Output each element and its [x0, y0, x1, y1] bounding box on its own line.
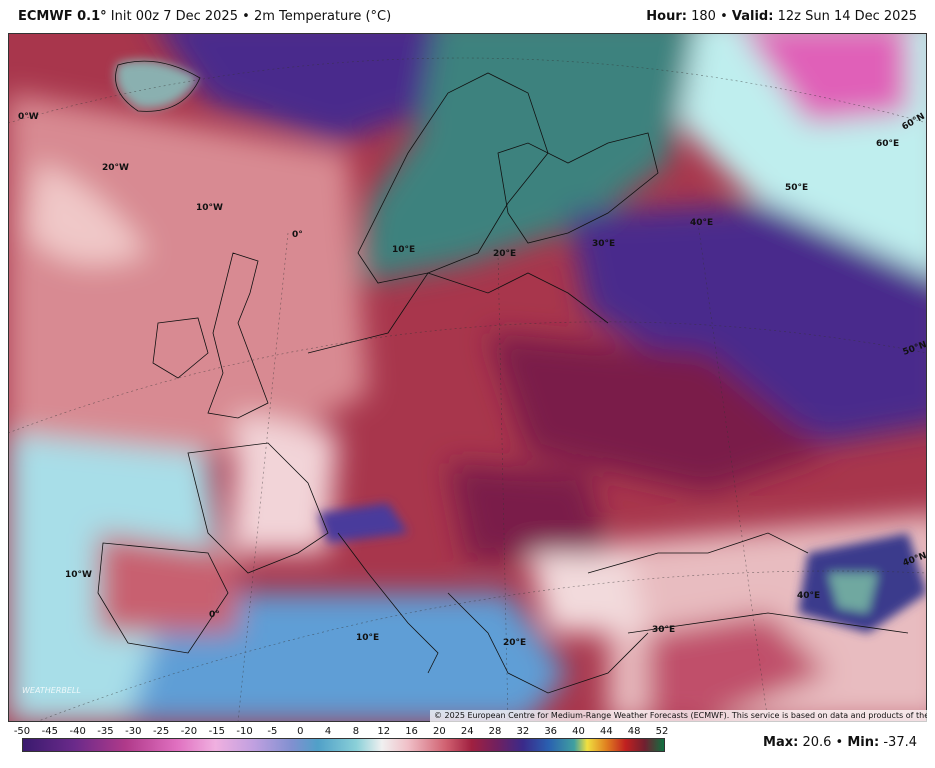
colorbar-tick-label: -20 [180, 726, 198, 737]
colorbar-tick-label: 40 [572, 726, 585, 737]
grid-label: 60°E [876, 139, 899, 149]
colorbar-tick-label: 48 [627, 726, 641, 737]
valid: 12z Sun 14 Dec 2025 [777, 9, 917, 24]
colorbar-tick-label: 12 [377, 726, 391, 737]
max: 20.6 [802, 735, 832, 750]
grid-label: 0°W [18, 112, 39, 122]
logo: WEATHERBELL [22, 686, 81, 695]
colorbar-tick-label: -50 [13, 726, 31, 737]
colorbar-tick-label: 28 [488, 726, 502, 737]
colorbar-ticks: -50 -45 -40 -35 -30 -25 -20 -15 -10 -5 0 4 8 12 16 20 24… [14, 726, 669, 738]
copyright: © 2025 European Centre for Medium-Range … [430, 710, 927, 722]
max-label: Max: [763, 735, 799, 750]
colorbar-tick-label: 16 [405, 726, 418, 737]
min: -37.4 [883, 735, 917, 750]
colorbar-tick-label: -25 [152, 726, 170, 737]
colorbar-tick-label: 8 [352, 726, 360, 737]
colorbar-tick-label: 44 [599, 726, 613, 737]
colorbar-tick-label: -45 [41, 726, 58, 737]
grid-label: 30°E [652, 625, 675, 635]
header-right: Hour: 180 • Valid: 12z Sun 14 Dec 2025 [646, 9, 917, 24]
colorbar-tick-label: 20 [433, 726, 446, 737]
init: Init 00z 7 Dec 2025 [110, 9, 238, 24]
colorbar-tick-label: 4 [324, 726, 332, 737]
colorbar [22, 738, 665, 752]
colorbar-tick-label: -40 [69, 726, 86, 737]
temperature-field: 0°W20°W10°W0°10°E 20°E30°E40°E50°E60°E60°… [8, 33, 927, 722]
min-label: Min: [847, 735, 880, 750]
colorbar-tick-label: -5 [267, 726, 278, 737]
separator: • [720, 9, 728, 24]
grid-label: 40°E [797, 591, 820, 601]
separator: • [242, 9, 250, 24]
grid-label: 10°E [356, 633, 379, 643]
product: 2m Temperature (°C) [253, 9, 392, 24]
max-min: Max: 20.6 • Min: -37.4 [763, 735, 917, 750]
separator: • [835, 735, 844, 750]
colorbar-tick-label: 0 [297, 726, 304, 737]
grid-label: 50°E [785, 183, 808, 193]
colorbar-tick-label: 52 [655, 726, 669, 737]
colorbar-tick-label: -30 [125, 726, 142, 737]
model-unit: ° [100, 9, 107, 24]
grid-label: 30°E [592, 239, 615, 249]
grid-label: 0° [209, 610, 220, 620]
hour-label: Hour: [646, 9, 687, 24]
colorbar-tick-label: 24 [460, 726, 474, 737]
model: ECMWF 0.1 [18, 9, 101, 24]
graticule [8, 57, 927, 722]
colorbar-tick-label: 36 [544, 726, 558, 737]
grid-label: 0° [292, 230, 303, 240]
colorbar-tick-label: -10 [236, 726, 253, 737]
colorbar-tick-label: -15 [208, 726, 225, 737]
map: 0°W20°W10°W0°10°E 20°E30°E40°E50°E60°E60°… [8, 33, 927, 722]
grid-label: 20°W [102, 163, 129, 173]
grid-label: 10°E [392, 245, 415, 255]
valid-label: Valid: [731, 9, 774, 24]
header-left: ECMWF 0.1° Init 00z 7 Dec 2025 • 2m Temp… [18, 9, 391, 24]
grid-label: 40°E [690, 218, 713, 228]
grid-label: 10°W [196, 203, 223, 213]
grid-label: 20°E [503, 638, 526, 648]
colorbar-tick-label: -35 [97, 726, 114, 737]
colorbar-tick-label: 32 [516, 726, 530, 737]
grid-label: 20°E [493, 249, 516, 259]
hour: 180 [691, 9, 716, 24]
grid-label: 10°W [65, 570, 92, 580]
coastlines [97, 60, 909, 694]
